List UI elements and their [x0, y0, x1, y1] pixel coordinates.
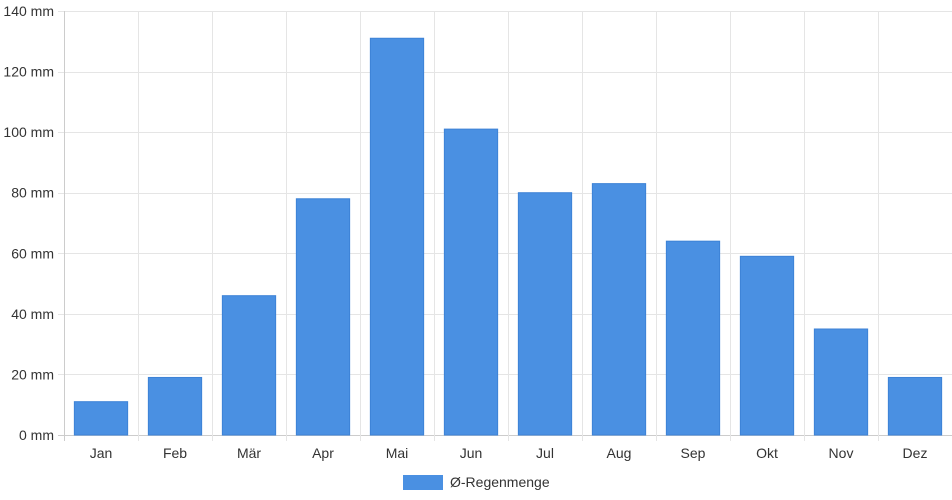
grid-layer: [58, 11, 952, 441]
x-tick-label: Aug: [607, 445, 632, 461]
legend-swatch: [403, 475, 443, 490]
x-tick-label: Feb: [163, 445, 187, 461]
legend-label: Ø-Regenmenge: [450, 474, 550, 490]
x-tick-label: Mai: [386, 445, 409, 461]
y-tick-label: 40 mm: [11, 306, 54, 322]
x-tick-label: Apr: [312, 445, 334, 461]
y-tick-label: 100 mm: [3, 124, 54, 140]
bar: [443, 128, 499, 436]
bar: [591, 183, 647, 436]
legend[interactable]: Ø-Regenmenge: [403, 474, 550, 490]
y-tick-label: 120 mm: [3, 64, 54, 80]
bar-layer: [73, 37, 943, 436]
x-tick-label: Okt: [756, 445, 778, 461]
y-tick-label: 60 mm: [11, 245, 54, 261]
x-tick-label: Nov: [829, 445, 854, 461]
x-tick-label: Jun: [460, 445, 483, 461]
x-tick-label: Jan: [90, 445, 113, 461]
x-tick-label: Mär: [237, 445, 261, 461]
y-tick-label: 80 mm: [11, 185, 54, 201]
y-tick-label: 0 mm: [19, 427, 54, 443]
bar: [887, 376, 943, 436]
y-tick-label: 20 mm: [11, 366, 54, 382]
bar: [739, 255, 795, 436]
bar: [147, 376, 203, 436]
bar: [517, 192, 573, 436]
bar: [295, 198, 351, 436]
x-tick-label: Dez: [903, 445, 928, 461]
bar: [221, 295, 277, 436]
x-tick-label: Jul: [536, 445, 554, 461]
bar: [369, 37, 425, 436]
y-tick-label: 140 mm: [3, 3, 54, 19]
label-layer: 0 mm 20 mm 40 mm 60 mm 80 mm 100 mm 120 mm 140 …: [3, 3, 927, 461]
bar: [73, 401, 129, 436]
x-tick-label: Sep: [681, 445, 706, 461]
bar: [813, 328, 869, 436]
bar: [665, 240, 721, 436]
